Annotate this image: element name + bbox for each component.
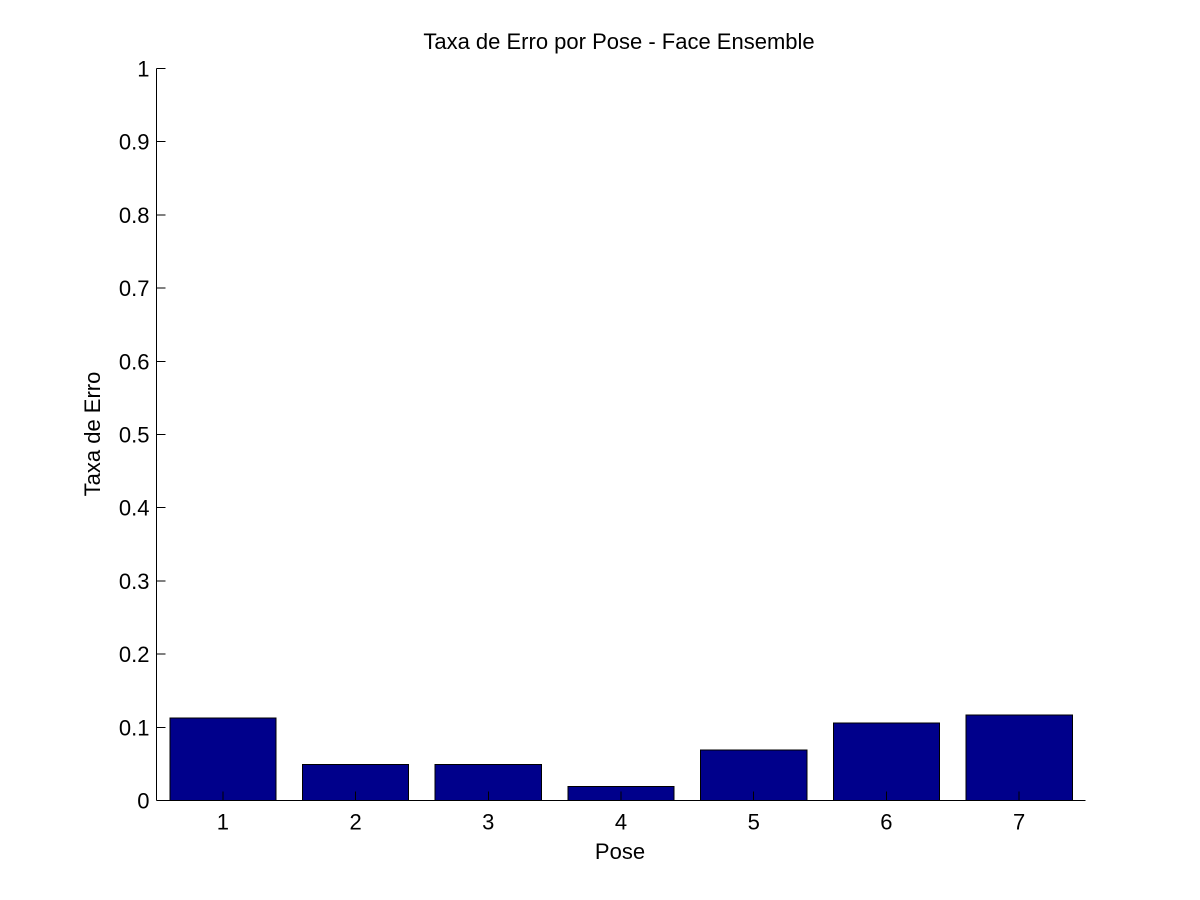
bar-pose-6 [832, 722, 940, 802]
x-tick-label: 6 [880, 810, 892, 835]
y-tick-label: 0.5 [119, 423, 150, 448]
bar-pose-7 [965, 714, 1073, 802]
bars-group [169, 714, 1073, 802]
y-tick-label: 0.2 [119, 642, 150, 667]
x-tick-label: 4 [615, 810, 627, 835]
y-tick-label: 0.3 [119, 569, 150, 594]
y-tick-label: 0.1 [119, 715, 150, 740]
x-tick-label: 5 [748, 810, 760, 835]
y-tick-label: 0 [137, 789, 149, 814]
y-tick-label: 0.8 [119, 203, 150, 228]
x-axis-label: Pose [595, 839, 645, 864]
x-axis-ticks: 1 2 3 4 5 6 7 [217, 791, 1025, 835]
x-tick-label: 1 [217, 810, 229, 835]
bar-pose-1 [169, 717, 277, 801]
y-axis-ticks: 0 0.1 0.2 0.3 0.4 0.5 0.6 0.7 0.8 0.9 1 [119, 57, 166, 814]
y-tick-label: 0.9 [119, 130, 150, 155]
y-tick-label: 0.4 [119, 496, 150, 521]
x-tick-label: 2 [349, 810, 361, 835]
y-tick-label: 0.6 [119, 349, 150, 374]
y-axis-label: Taxa de Erro [80, 372, 105, 497]
x-tick-label: 3 [482, 810, 494, 835]
y-tick-label: 1 [137, 57, 149, 82]
x-tick-label: 7 [1013, 810, 1025, 835]
y-tick-label: 0.7 [119, 276, 150, 301]
chart-title: Taxa de Erro por Pose - Face Ensemble [423, 29, 814, 54]
